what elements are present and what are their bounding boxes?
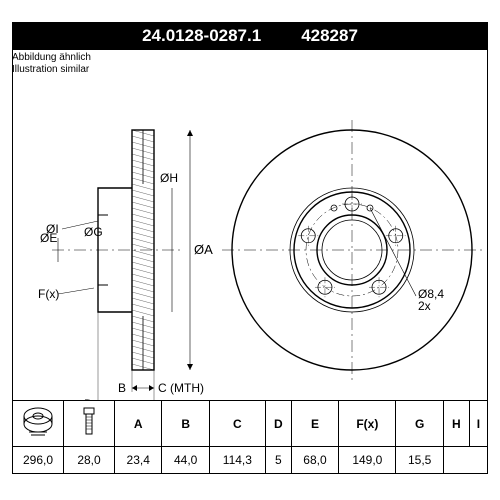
svg-text:ØA: ØA — [194, 242, 213, 257]
svg-text:ØE: ØE — [40, 231, 57, 245]
col-I: I — [469, 401, 487, 447]
val-B: 28,0 — [64, 447, 115, 474]
title-bar: 24.0128-0287.1 428287 — [12, 22, 488, 50]
disc-icon-cell — [13, 401, 64, 447]
svg-text:ØH: ØH — [160, 171, 178, 185]
col-G: G — [396, 401, 443, 447]
val-I: 15,5 — [396, 447, 443, 474]
bolt-icon-cell — [64, 401, 115, 447]
val-A: 296,0 — [13, 447, 64, 474]
val-F(x): 5 — [265, 447, 291, 474]
svg-text:ØG: ØG — [84, 225, 103, 239]
disc-icon — [21, 404, 55, 440]
svg-text:F(x): F(x) — [38, 287, 59, 301]
bolt-icon — [74, 404, 104, 440]
col-B: B — [162, 401, 209, 447]
val-C: 23,4 — [115, 447, 162, 474]
val-H: 149,0 — [339, 447, 396, 474]
col-A: A — [115, 401, 162, 447]
code: 428287 — [301, 26, 358, 46]
col-C: C — [209, 401, 265, 447]
col-F(x): F(x) — [339, 401, 396, 447]
col-H: H — [443, 401, 469, 447]
svg-text:2x: 2x — [418, 299, 431, 313]
val-E: 114,3 — [209, 447, 265, 474]
diagram-area: Ø8,42xØAØHØIØEØGF(x)BC (MTH)D — [12, 50, 488, 420]
svg-text:C (MTH): C (MTH) — [158, 381, 204, 395]
col-E: E — [291, 401, 338, 447]
technical-drawing: Ø8,42xØAØHØIØEØGF(x)BC (MTH)D — [12, 50, 488, 420]
dimension-table: ABCDEF(x)GHI 296,028,023,444,0114,3568,0… — [12, 400, 488, 474]
val-G: 68,0 — [291, 447, 338, 474]
col-D: D — [265, 401, 291, 447]
svg-text:B: B — [118, 381, 126, 395]
val-D: 44,0 — [162, 447, 209, 474]
part-number: 24.0128-0287.1 — [142, 26, 261, 46]
